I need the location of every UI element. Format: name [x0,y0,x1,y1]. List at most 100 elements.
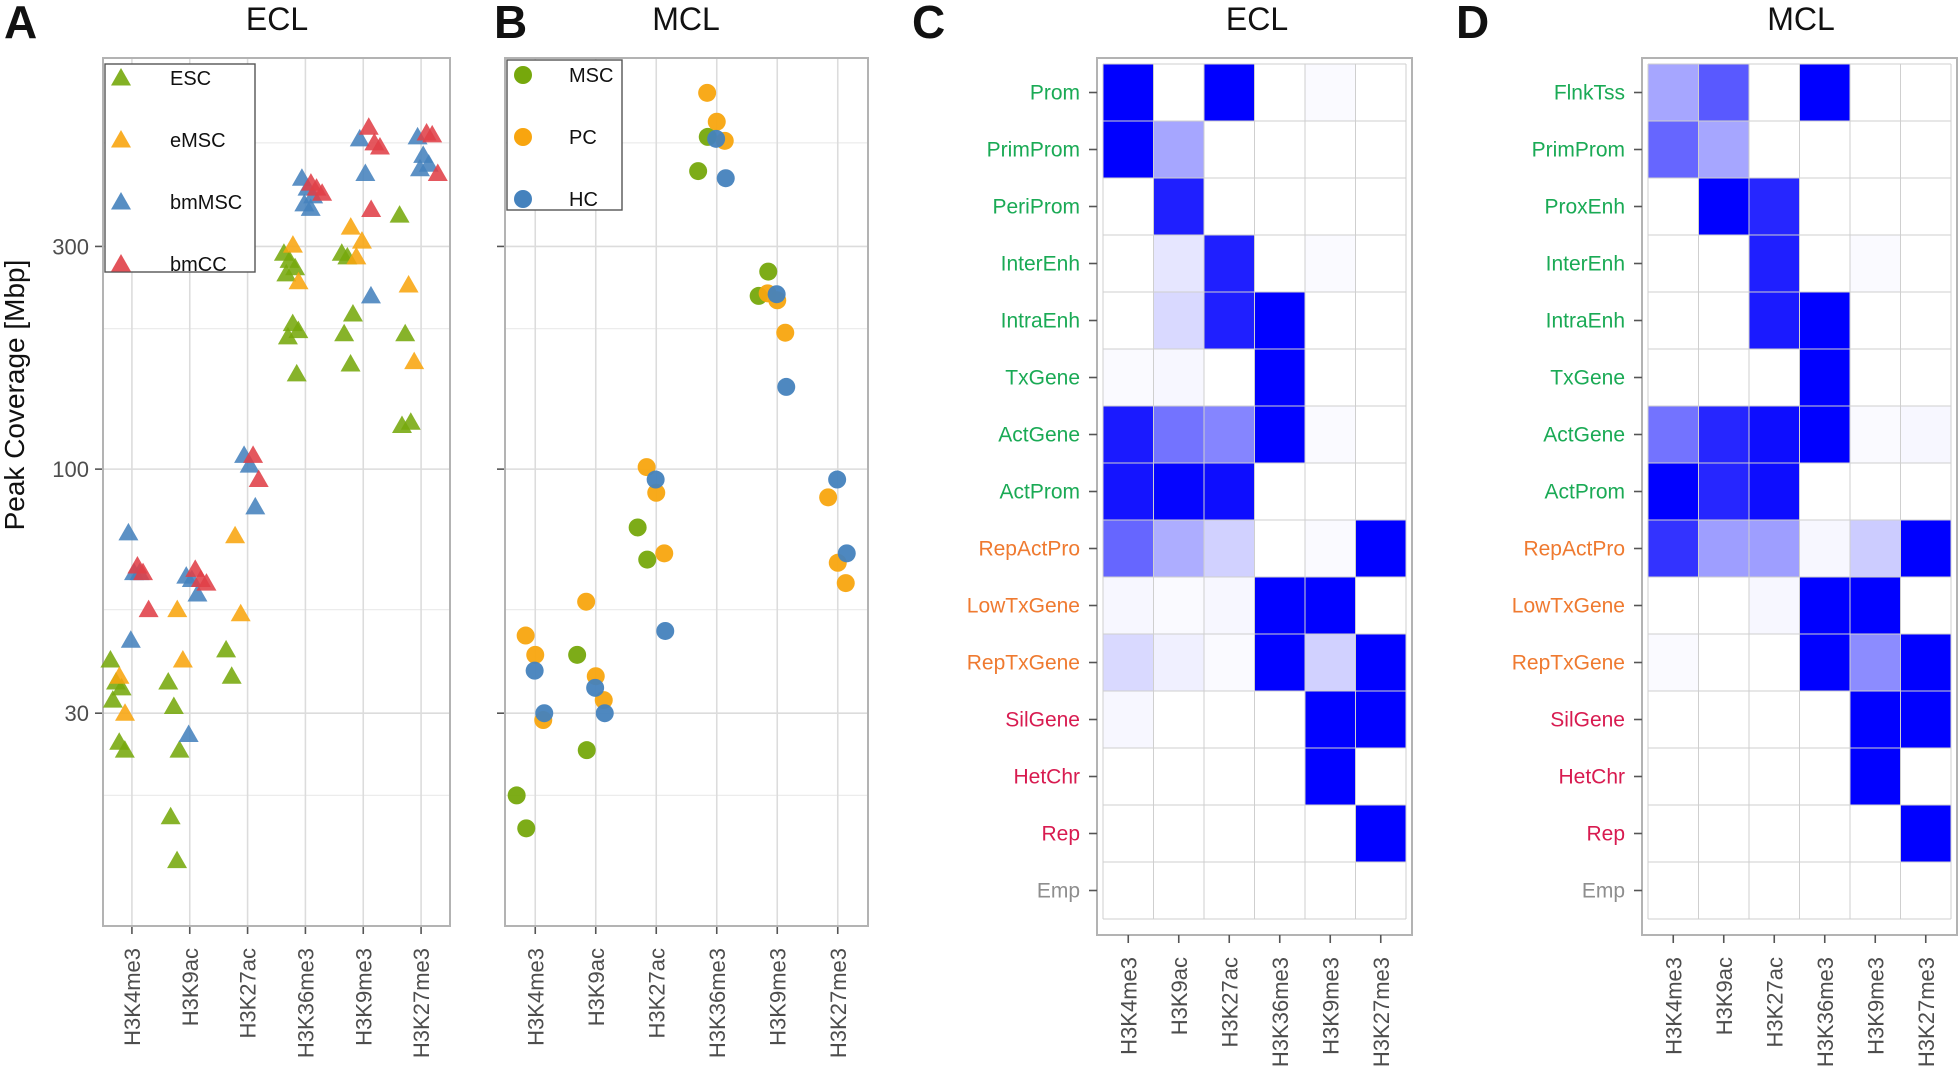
x-tick-label-h3k9ac: H3K9ac [584,948,609,1026]
triangle-point-bmcc [369,136,390,155]
x-tick-label-h3k27me3: H3K27me3 [409,948,434,1058]
heatmap-cell-reptxgene-h3k36me3 [1799,634,1850,691]
heatmap-cell-silgene-h3k4me3 [1648,691,1699,748]
heatmap-cell-flnktss-h3k27ac [1749,64,1800,121]
heatmap-cell-proxenh-h3k9me3 [1850,178,1901,235]
heatmap-cell-rep-h3k27ac [1204,805,1255,862]
heatmap-cell-actprom-h3k9me3 [1850,463,1901,520]
heatmap-cell-hetchr-h3k9me3 [1850,748,1901,805]
heatmap-cell-hetchr-h3k36me3 [1799,748,1850,805]
row-label-rep: Rep [1041,823,1080,846]
heatmap-cell-hetchr-h3k27ac [1204,748,1255,805]
circle-point-hc [828,470,847,489]
heatmap-cell-actgene-h3k27ac [1204,406,1255,463]
row-label-emp: Emp [1037,880,1080,903]
heatmap-cell-repactpro-h3k9ac [1698,520,1749,577]
row-label-silgene: SilGene [1005,709,1080,732]
heatmap-cell-proxenh-h3k36me3 [1799,178,1850,235]
heatmap-cell-lowtxgene-h3k4me3 [1648,577,1699,634]
heatmap-cell-lowtxgene-h3k9me3 [1305,577,1356,634]
heatmap-cell-actgene-h3k9ac [1698,406,1749,463]
heatmap-cell-rep-h3k36me3 [1799,805,1850,862]
heatmap-cell-flnktss-h3k9ac [1698,64,1749,121]
row-label-lowtxgene: LowTxGene [967,595,1080,618]
heatmap-cell-actprom-h3k36me3 [1799,463,1850,520]
heatmap-cell-prom-h3k27ac [1204,64,1255,121]
heatmap-cell-repactpro-h3k27me3 [1900,520,1951,577]
col-label-h3k36me3: H3K36me3 [1813,957,1838,1067]
row-label-interenh: InterEnh [1001,253,1080,276]
heatmap-cell-actgene-h3k9me3 [1850,406,1901,463]
legend-box [104,63,256,273]
heatmap-cell-emp-h3k36me3 [1799,862,1850,919]
legend: MSC PC HC [506,59,623,211]
heatmap-cell-proxenh-h3k9ac [1698,178,1749,235]
y-tick-label: 100 [52,457,89,482]
circle-point-msc [689,162,708,181]
heatmap-cell-emp-h3k27me3 [1900,862,1951,919]
heatmap-cell-actprom-h3k27me3 [1900,463,1951,520]
heatmap-cell-emp-h3k9ac [1153,862,1204,919]
heatmap-cell-reptxgene-h3k27me3 [1900,634,1951,691]
heatmap-cell-flnktss-h3k4me3 [1648,64,1699,121]
heatmap-cell-hetchr-h3k9ac [1698,748,1749,805]
heatmap-cell-prom-h3k9me3 [1305,64,1356,121]
row-label-prom: Prom [1030,82,1080,105]
row-label-primprom: PrimProm [987,139,1080,162]
heatmap-cell-silgene-h3k27ac [1749,691,1800,748]
triangle-point-esc [163,696,184,715]
heatmap-cell-intraenh-h3k4me3 [1103,292,1154,349]
row-label-reptxgene: RepTxGene [967,652,1080,675]
heatmap-cell-silgene-h3k27me3 [1900,691,1951,748]
heatmap-cell-actgene-h3k9me3 [1305,406,1356,463]
heatmap-cell-reptxgene-h3k4me3 [1648,634,1699,691]
triangle-point-emsc [346,246,367,265]
heatmap-cell-emp-h3k4me3 [1648,862,1699,919]
triangle-point-emsc [288,271,309,290]
triangle-point-emsc [230,603,251,622]
circle-point-pc [577,592,596,611]
heatmap-cell-hetchr-h3k27ac [1749,748,1800,805]
heatmap-cell-silgene-h3k36me3 [1799,691,1850,748]
heatmap-cell-interenh-h3k36me3 [1254,235,1305,292]
circle-point-pc [637,458,656,477]
triangle-point-esc [160,806,181,825]
heatmap-cell-interenh-h3k27me3 [1355,235,1406,292]
row-label-actgene: ActGene [1543,424,1625,447]
triangle-point-esc [277,326,298,345]
heatmap-cell-txgene-h3k9me3 [1850,349,1901,406]
heatmap-cell-silgene-h3k9me3 [1850,691,1901,748]
triangle-point-esc [276,263,297,282]
triangle-point-bmmsc [300,198,321,216]
heatmap-cell-repactpro-h3k36me3 [1254,520,1305,577]
legend: ESC eMSC bmMSC bmCC [104,63,256,276]
col-label-h3k36me3: H3K36me3 [1268,957,1293,1067]
triangle-point-esc [334,323,355,342]
triangle-point-bmmsc [187,584,208,602]
legend-label-msc: MSC [569,65,613,87]
heatmap-cell-lowtxgene-h3k9me3 [1850,577,1901,634]
circle-point-hc [716,169,735,188]
heatmap-cell-actprom-h3k27ac [1204,463,1255,520]
row-label-primprom: PrimProm [1532,139,1625,162]
heatmap-cell-hetchr-h3k4me3 [1103,748,1154,805]
heatmap-cell-interenh-h3k27me3 [1900,235,1951,292]
circle-point-hc [707,129,726,148]
triangle-point-emsc [109,666,130,684]
circle-point-msc [638,550,657,569]
heatmap-cell-silgene-h3k9ac [1153,691,1204,748]
panel-b: B MCL H3K4me3 H3K9ac H3K27ac H3K36me3 H3K9me… [494,0,869,1058]
col-label-h3k9me3: H3K9me3 [1318,957,1343,1055]
circle-point-msc [577,741,596,760]
heatmap-cell-rep-h3k36me3 [1254,805,1305,862]
heatmap-cell-periprom-h3k9me3 [1305,178,1356,235]
heatmap-cell-lowtxgene-h3k36me3 [1254,577,1305,634]
row-label-hetchr: HetChr [1558,766,1625,789]
heatmap-cell-txgene-h3k9me3 [1305,349,1356,406]
heatmap-cell-proxenh-h3k4me3 [1648,178,1699,235]
heatmap-cell-reptxgene-h3k9me3 [1305,634,1356,691]
heatmap-cell-actgene-h3k4me3 [1648,406,1699,463]
row-label-actprom: ActProm [1544,481,1625,504]
circle-point-pc [698,83,717,102]
col-label-h3k4me3: H3K4me3 [1116,957,1141,1055]
